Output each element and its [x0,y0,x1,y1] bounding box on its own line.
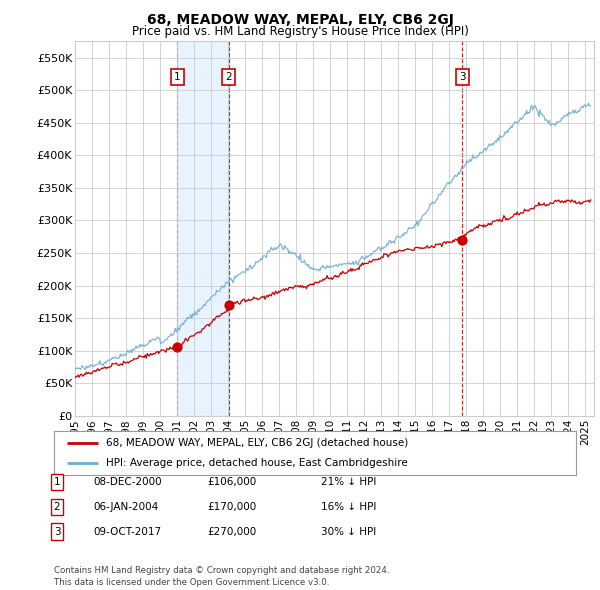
Text: Contains HM Land Registry data © Crown copyright and database right 2024.
This d: Contains HM Land Registry data © Crown c… [54,566,389,587]
Text: £170,000: £170,000 [207,502,256,512]
Text: 68, MEADOW WAY, MEPAL, ELY, CB6 2GJ: 68, MEADOW WAY, MEPAL, ELY, CB6 2GJ [146,13,454,27]
Point [172,342,182,352]
Text: 3: 3 [459,72,466,82]
Point [458,235,467,245]
Text: £106,000: £106,000 [207,477,256,487]
Text: 30% ↓ HPI: 30% ↓ HPI [321,527,376,536]
Text: 2: 2 [226,72,232,82]
Text: 21% ↓ HPI: 21% ↓ HPI [321,477,376,487]
Text: 1: 1 [174,72,181,82]
Point [224,300,233,310]
Text: HPI: Average price, detached house, East Cambridgeshire: HPI: Average price, detached house, East… [106,458,408,468]
Text: Price paid vs. HM Land Registry's House Price Index (HPI): Price paid vs. HM Land Registry's House … [131,25,469,38]
Text: 68, MEADOW WAY, MEPAL, ELY, CB6 2GJ (detached house): 68, MEADOW WAY, MEPAL, ELY, CB6 2GJ (det… [106,438,409,448]
Text: 09-OCT-2017: 09-OCT-2017 [93,527,161,536]
Text: 06-JAN-2004: 06-JAN-2004 [93,502,158,512]
Text: 1: 1 [53,477,61,487]
Text: 16% ↓ HPI: 16% ↓ HPI [321,502,376,512]
Text: 08-DEC-2000: 08-DEC-2000 [93,477,161,487]
Text: £270,000: £270,000 [207,527,256,536]
Bar [177,41,229,416]
Text: 3: 3 [53,527,61,536]
Text: 2: 2 [53,502,61,512]
